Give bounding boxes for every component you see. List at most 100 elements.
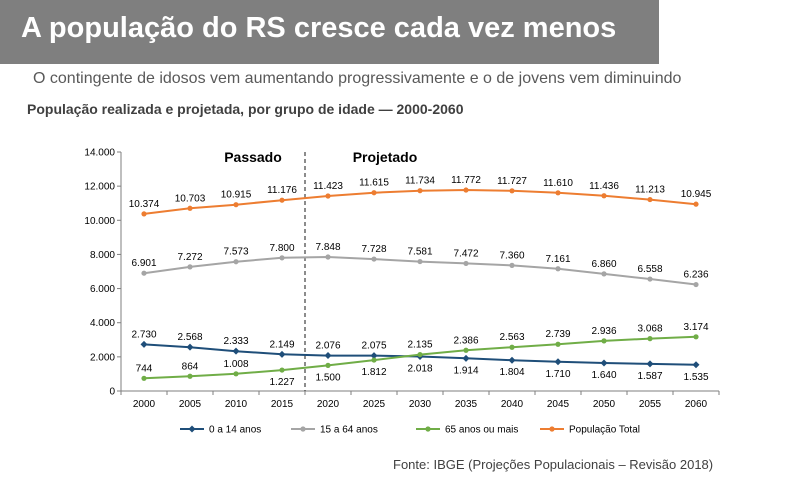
data-point-65-anos-ou-mais (509, 344, 515, 350)
data-label-populacao-total: 11.176 (267, 185, 297, 196)
data-point-15-a-64-anos (279, 255, 285, 261)
data-label-0-a-14-anos: 2.075 (361, 341, 386, 352)
data-point-populacao-total (647, 196, 653, 203)
x-tick-label: 2005 (179, 399, 202, 410)
data-label-populacao-total: 11.213 (635, 185, 665, 196)
data-point-15-a-64-anos (371, 256, 377, 262)
data-label-0-a-14-anos: 1.710 (545, 369, 570, 380)
data-point-populacao-total (693, 201, 699, 207)
x-tick-label: 2045 (547, 399, 570, 410)
chart-title: População realizada e projetada, por gru… (27, 101, 464, 117)
data-label-0-a-14-anos: 2.018 (407, 364, 432, 375)
data-point-populacao-total (463, 187, 469, 193)
data-point-populacao-total (417, 188, 423, 194)
page-subtitle: O contingente de idosos vem aumentando p… (33, 70, 682, 87)
data-label-0-a-14-anos: 2.076 (315, 341, 340, 352)
data-label-populacao-total: 11.610 (543, 178, 573, 189)
y-tick-label: 6.000 (90, 284, 115, 295)
data-point-65-anos-ou-mais (325, 362, 331, 368)
data-label-15-a-64-anos: 7.848 (315, 242, 340, 253)
y-tick-label: 10.000 (84, 216, 115, 227)
annotation-past: Passado (224, 149, 282, 165)
data-point-populacao-total (141, 211, 147, 217)
x-tick-label: 2025 (363, 399, 386, 410)
data-point-0-a-14-anos (554, 358, 562, 366)
data-point-65-anos-ou-mais (141, 375, 147, 381)
data-point-0-a-14-anos (692, 361, 700, 369)
data-label-15-a-64-anos: 6.860 (591, 259, 616, 270)
data-label-populacao-total: 11.734 (405, 176, 435, 187)
data-label-populacao-total: 10.703 (175, 193, 206, 204)
data-label-15-a-64-anos: 6.901 (131, 258, 156, 269)
data-label-15-a-64-anos: 6.236 (683, 270, 708, 281)
data-label-populacao-total: 11.436 (589, 181, 619, 192)
data-label-0-a-14-anos: 1.587 (637, 371, 662, 382)
data-label-15-a-64-anos: 7.728 (361, 244, 386, 255)
data-label-65-anos-ou-mais: 2.936 (591, 326, 616, 337)
data-point-0-a-14-anos (324, 352, 332, 360)
data-label-0-a-14-anos: 2.149 (269, 339, 294, 350)
data-point-65-anos-ou-mais (233, 371, 239, 377)
x-tick-label: 2030 (409, 399, 432, 410)
x-tick-label: 2000 (133, 399, 156, 410)
data-point-15-a-64-anos (187, 264, 193, 270)
data-point-15-a-64-anos (233, 259, 239, 265)
data-point-0-a-14-anos (462, 354, 470, 362)
data-label-populacao-total: 11.423 (313, 181, 343, 192)
data-label-65-anos-ou-mais: 744 (136, 363, 153, 374)
data-label-populacao-total: 11.727 (497, 176, 527, 187)
data-point-populacao-total (233, 202, 239, 208)
data-label-65-anos-ou-mais: 864 (182, 361, 199, 372)
annotation-projected: Projetado (353, 149, 418, 165)
data-label-15-a-64-anos: 7.161 (545, 254, 570, 265)
data-label-65-anos-ou-mais: 2.135 (407, 340, 432, 351)
legend-label-15-a-64-anos: 15 a 64 anos (320, 425, 378, 436)
data-label-populacao-total: 10.945 (681, 189, 712, 200)
data-point-populacao-total (187, 205, 193, 211)
data-point-15-a-64-anos (647, 276, 653, 282)
data-point-0-a-14-anos (278, 350, 286, 358)
data-point-populacao-total (325, 193, 331, 199)
data-point-15-a-64-anos (601, 271, 607, 277)
data-label-65-anos-ou-mais: 2.563 (499, 332, 524, 343)
legend-marker-15-a-64-anos (300, 426, 306, 432)
data-point-populacao-total (371, 190, 377, 196)
data-point-65-anos-ou-mais (279, 367, 285, 373)
data-point-65-anos-ou-mais (647, 336, 653, 342)
data-label-15-a-64-anos: 7.472 (453, 248, 478, 259)
data-point-populacao-total (509, 188, 515, 194)
legend-marker-65-anos-ou-mais (425, 426, 431, 432)
data-point-0-a-14-anos (600, 359, 608, 367)
x-tick-label: 2020 (317, 399, 340, 410)
legend-label-populacao-total: População Total (569, 425, 640, 436)
data-point-15-a-64-anos (463, 260, 469, 267)
data-label-0-a-14-anos: 2.730 (131, 329, 156, 340)
data-point-populacao-total (555, 190, 561, 196)
x-tick-label: 2060 (685, 399, 708, 410)
data-label-0-a-14-anos: 2.568 (177, 332, 202, 343)
data-label-0-a-14-anos: 1.535 (683, 372, 708, 383)
y-tick-label: 0 (109, 387, 115, 398)
y-tick-label: 14.000 (84, 148, 115, 159)
data-label-15-a-64-anos: 7.272 (177, 252, 202, 263)
x-tick-label: 2015 (271, 399, 294, 410)
data-label-15-a-64-anos: 6.558 (637, 264, 662, 275)
data-point-0-a-14-anos (140, 340, 148, 348)
y-tick-label: 4.000 (90, 318, 115, 329)
data-point-65-anos-ou-mais (555, 341, 561, 347)
legend-label-65-anos-ou-mais: 65 anos ou mais (445, 425, 518, 436)
y-tick-label: 12.000 (84, 182, 115, 193)
data-label-0-a-14-anos: 1.804 (499, 367, 524, 378)
y-tick-label: 8.000 (90, 250, 115, 261)
source-note: Fonte: IBGE (Projeções Populacionais – R… (393, 457, 714, 472)
data-label-15-a-64-anos: 7.573 (223, 247, 248, 258)
data-point-0-a-14-anos (370, 352, 378, 360)
data-point-15-a-64-anos (417, 258, 423, 265)
data-point-0-a-14-anos (186, 343, 194, 351)
data-point-0-a-14-anos (508, 356, 516, 364)
data-label-65-anos-ou-mais: 2.739 (545, 329, 570, 340)
legend-marker-populacao-total (549, 426, 555, 432)
data-point-65-anos-ou-mais (417, 351, 423, 358)
data-point-populacao-total (279, 197, 285, 203)
